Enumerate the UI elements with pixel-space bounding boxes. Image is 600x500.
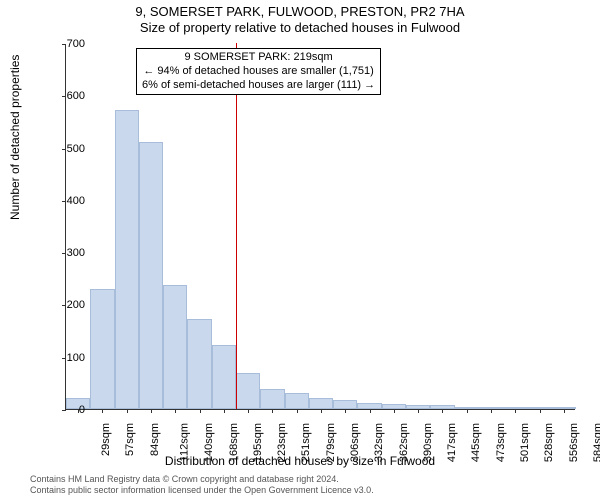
xtick-label: 390sqm	[422, 423, 434, 462]
histogram-bar	[212, 345, 236, 409]
xtick-mark	[175, 409, 176, 413]
xtick-label: 57sqm	[124, 423, 136, 456]
xtick-mark	[272, 409, 273, 413]
xtick-label: 306sqm	[349, 423, 361, 462]
xtick-mark	[491, 409, 492, 413]
xtick-mark	[418, 409, 419, 413]
xtick-label: 417sqm	[446, 423, 458, 462]
ytick-label: 200	[55, 299, 85, 311]
xtick-label: 445sqm	[471, 423, 483, 462]
xtick-label: 223sqm	[276, 423, 288, 462]
histogram-bar	[309, 398, 333, 410]
xtick-mark	[321, 409, 322, 413]
xtick-label: 140sqm	[203, 423, 215, 462]
ytick-label: 0	[55, 404, 85, 416]
histogram-bar	[187, 319, 211, 409]
xtick-label: 112sqm	[178, 423, 190, 461]
xtick-label: 584sqm	[592, 423, 600, 462]
xtick-label: 84sqm	[149, 423, 161, 456]
histogram-bar	[285, 393, 309, 409]
ytick-label: 400	[55, 195, 85, 207]
xtick-mark	[200, 409, 201, 413]
xtick-label: 29sqm	[100, 423, 112, 456]
chart-plot-area: 9 SOMERSET PARK: 219sqm← 94% of detached…	[65, 44, 575, 410]
xtick-mark	[345, 409, 346, 413]
ytick-label: 300	[55, 247, 85, 259]
xtick-mark	[564, 409, 565, 413]
xtick-mark	[297, 409, 298, 413]
y-axis-label: Number of detached properties	[8, 55, 22, 220]
chart-sub-title: Size of property relative to detached ho…	[0, 19, 600, 35]
xtick-mark	[102, 409, 103, 413]
histogram-bar	[333, 400, 357, 409]
xtick-label: 473sqm	[495, 423, 507, 462]
histogram-bar	[139, 142, 163, 409]
xtick-label: 528sqm	[543, 423, 555, 462]
annotation-box: 9 SOMERSET PARK: 219sqm← 94% of detached…	[136, 48, 381, 95]
xtick-mark	[370, 409, 371, 413]
xtick-label: 556sqm	[568, 423, 580, 462]
histogram-bar	[260, 389, 284, 409]
ytick-label: 100	[55, 352, 85, 364]
xtick-label: 195sqm	[252, 423, 264, 462]
xtick-mark	[467, 409, 468, 413]
footer-line-1: Contains HM Land Registry data © Crown c…	[30, 474, 374, 485]
xtick-mark	[127, 409, 128, 413]
xtick-mark	[394, 409, 395, 413]
ytick-label: 700	[55, 38, 85, 50]
xtick-mark	[151, 409, 152, 413]
xtick-label: 501sqm	[519, 423, 531, 462]
footer-line-2: Contains public sector information licen…	[30, 485, 374, 496]
xtick-mark	[540, 409, 541, 413]
ytick-label: 500	[55, 143, 85, 155]
reference-line	[236, 43, 237, 409]
xtick-label: 168sqm	[228, 423, 240, 462]
xtick-label: 362sqm	[398, 423, 410, 462]
histogram-bar	[163, 285, 187, 409]
ytick-label: 600	[55, 90, 85, 102]
annotation-line-1: ← 94% of detached houses are smaller (1,…	[142, 65, 375, 79]
xtick-mark	[224, 409, 225, 413]
xtick-mark	[515, 409, 516, 413]
histogram-bar	[90, 289, 114, 409]
annotation-line-2: 6% of semi-detached houses are larger (1…	[142, 79, 375, 93]
xtick-label: 332sqm	[373, 423, 385, 462]
xtick-label: 279sqm	[325, 423, 337, 462]
histogram-bar	[236, 373, 260, 409]
chart-main-title: 9, SOMERSET PARK, FULWOOD, PRESTON, PR2 …	[0, 0, 600, 19]
xtick-mark	[248, 409, 249, 413]
annotation-line-0: 9 SOMERSET PARK: 219sqm	[142, 51, 375, 65]
xtick-label: 251sqm	[301, 423, 313, 462]
histogram-bar	[115, 110, 139, 409]
xtick-mark	[442, 409, 443, 413]
footer-attribution: Contains HM Land Registry data © Crown c…	[30, 474, 374, 496]
